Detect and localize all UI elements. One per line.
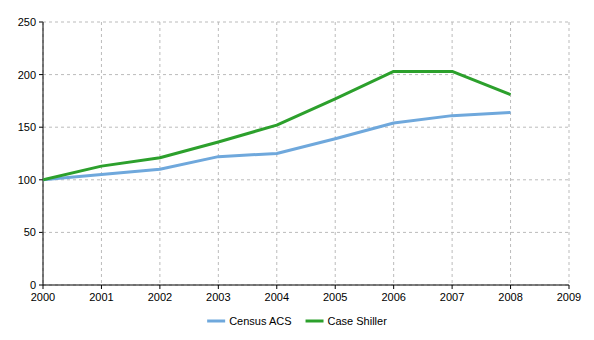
x-tick-label: 2000 <box>31 291 55 303</box>
y-tick-label: 0 <box>30 279 36 291</box>
x-tick-label: 2008 <box>498 291 522 303</box>
y-tick-label: 50 <box>24 226 36 238</box>
x-tick-label: 2001 <box>89 291 113 303</box>
x-axis <box>43 285 569 286</box>
series-group <box>43 71 511 179</box>
x-tick <box>43 285 44 289</box>
x-grid-line <box>452 22 453 285</box>
series-line <box>43 71 511 179</box>
y-tick <box>39 232 43 233</box>
legend: Census ACS Case Shiller <box>207 315 387 327</box>
x-tick <box>159 285 160 289</box>
x-grid-line <box>510 22 511 285</box>
x-tick-label: 2007 <box>440 291 464 303</box>
x-tick-label: 2005 <box>323 291 347 303</box>
x-tick-label: 2009 <box>557 291 581 303</box>
y-tick <box>39 179 43 180</box>
y-tick <box>39 74 43 75</box>
series-line <box>43 112 511 179</box>
y-grid-line <box>43 22 569 23</box>
x-grid-line <box>43 22 44 285</box>
y-tick <box>39 127 43 128</box>
y-grid-line <box>43 127 569 128</box>
legend-swatch <box>207 320 225 323</box>
y-tick-label: 250 <box>18 16 36 28</box>
x-tick <box>101 285 102 289</box>
x-tick <box>393 285 394 289</box>
chart: 0 50 100 150 200 250 2000 2001 2002 2003 2004 2005 2… <box>0 0 594 340</box>
y-grid-line <box>43 74 569 75</box>
legend-swatch <box>306 320 324 323</box>
legend-label: Case Shiller <box>328 315 388 327</box>
y-grid-line <box>43 232 569 233</box>
x-grid-line <box>159 22 160 285</box>
y-tick-label: 100 <box>18 174 36 186</box>
x-tick-label: 2006 <box>381 291 405 303</box>
x-tick <box>218 285 219 289</box>
x-grid-line <box>218 22 219 285</box>
x-tick-label: 2004 <box>265 291 289 303</box>
y-axis <box>43 22 44 285</box>
x-tick <box>335 285 336 289</box>
legend-label: Census ACS <box>229 315 291 327</box>
x-grid-line <box>335 22 336 285</box>
x-tick <box>569 285 570 289</box>
y-tick-label: 150 <box>18 121 36 133</box>
x-tick-label: 2003 <box>206 291 230 303</box>
x-tick <box>452 285 453 289</box>
x-grid-line <box>569 22 570 285</box>
x-tick <box>510 285 511 289</box>
y-tick <box>39 285 43 286</box>
x-tick-label: 2002 <box>148 291 172 303</box>
x-grid-line <box>393 22 394 285</box>
y-grid-line <box>43 285 569 286</box>
y-tick <box>39 22 43 23</box>
y-grid-line <box>43 179 569 180</box>
x-grid-line <box>101 22 102 285</box>
y-tick-label: 200 <box>18 69 36 81</box>
x-tick <box>276 285 277 289</box>
